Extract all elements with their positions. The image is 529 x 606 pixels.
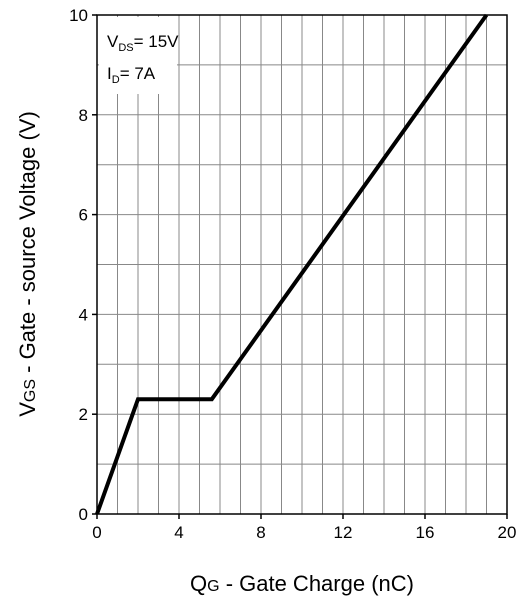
y-tick-label: 10: [69, 6, 88, 25]
annotation-vds-rest: = 15V: [134, 32, 180, 51]
y-tick-label: 4: [79, 305, 88, 324]
annotation-id-main: I: [107, 64, 112, 83]
y-axis-title: VGS - Gate - source Voltage (V): [15, 111, 40, 417]
y-axis-title-sub: GS: [22, 379, 39, 402]
x-tick-label: 0: [92, 523, 101, 542]
y-tick-label: 8: [79, 106, 88, 125]
x-axis-title-rest: - Gate Charge (nC): [220, 571, 414, 596]
x-tick-label: 20: [498, 523, 517, 542]
annotation-id: ID= 7A: [107, 64, 156, 86]
y-axis-title-main: V: [15, 402, 40, 417]
ticks: 0 4 8 12 16 20 0 2 4 6 8 10: [69, 6, 516, 542]
x-tick-label: 16: [416, 523, 435, 542]
grid: [97, 15, 507, 514]
annotation-vds-sub: DS: [118, 42, 133, 54]
y-axis-title-rest: - Gate - source Voltage (V): [15, 111, 40, 379]
x-axis-title: QG - Gate Charge (nC): [190, 571, 414, 596]
annotation-id-sub: D: [112, 74, 120, 86]
annotation-vds-main: V: [107, 32, 119, 51]
x-tick-label: 12: [334, 523, 353, 542]
y-tick-label: 0: [79, 505, 88, 524]
plot-frame: [96, 14, 508, 515]
x-tick-label: 4: [174, 523, 183, 542]
x-axis-title-main: Q: [190, 571, 207, 596]
y-tick-label: 2: [79, 405, 88, 424]
annotation-vds: VDS= 15V: [107, 32, 179, 54]
annotation-box: [99, 17, 177, 94]
x-tick-label: 8: [256, 523, 265, 542]
series-line: [95, 13, 489, 515]
annotation-id-rest: = 7A: [120, 64, 156, 83]
y-tick-label: 6: [79, 206, 88, 225]
x-axis-title-sub: G: [207, 578, 219, 595]
